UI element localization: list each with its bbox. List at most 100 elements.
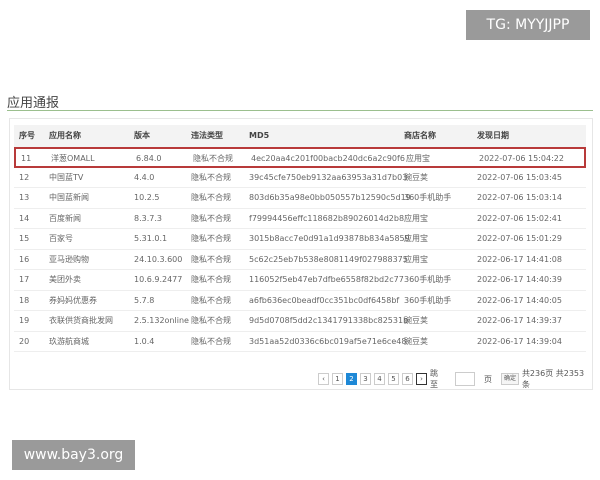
column-header-store-name: 商店名称 [404, 131, 436, 140]
cell-found-date: 2022-07-06 15:03:45 [477, 172, 562, 182]
cell-violation-type: 隐私不合规 [191, 295, 231, 305]
cell-version: 5.31.0.1 [134, 234, 168, 243]
cell-index: 20 [19, 336, 30, 346]
cell-md5: a6fb636ec0beadf0cc351bc0df6458bf [249, 295, 400, 305]
cell-index: 12 [19, 172, 30, 182]
watermark-site: www.bay3.org [12, 440, 135, 470]
jump-page-input[interactable] [454, 372, 475, 386]
cell-md5: 39c45cfe750eb9132aa63953a31d7b03 [249, 172, 408, 182]
table-row: 17 美团外卖 10.6.9.2477 隐私不合规 116052f5eb47eb7dfb… [14, 270, 586, 291]
page-button[interactable]: 3 [360, 373, 371, 385]
cell-app-name: 洋葱OMALL [51, 154, 95, 163]
prev-page-button[interactable]: ‹ [318, 373, 329, 385]
cell-app-name: 美团外卖 [49, 275, 81, 284]
cell-app-name: 亚马逊购物 [49, 254, 89, 264]
cell-app-name: 衣联供货商批发网 [49, 316, 113, 325]
column-header-violation-type: 违法类型 [191, 131, 223, 140]
cell-store-name: 360手机助手 [404, 275, 452, 284]
column-header-app-name: 应用名称 [49, 131, 81, 140]
cell-version: 10.6.9.2477 [134, 275, 183, 284]
cell-md5: 9d5d0708f5dd2c1341791338bc82531b [249, 316, 409, 325]
cell-violation-type: 隐私不合规 [191, 254, 231, 264]
table-row: 16 亚马逊购物 24.10.3.600 隐私不合规 5c62c25eb7b538e80… [14, 250, 586, 270]
page-button[interactable]: 5 [388, 373, 399, 385]
cell-index: 11 [21, 154, 32, 163]
cell-index: 16 [19, 254, 30, 264]
cell-version: 24.10.3.600 [134, 254, 183, 264]
page-unit: 页 [483, 374, 492, 384]
cell-md5: 803d6b35a98e0bb050557b12590c5d19 [249, 193, 411, 202]
page-button[interactable]: 4 [374, 373, 385, 385]
cell-store-name: 应用宝 [404, 213, 428, 223]
column-header-found-date: 发现日期 [477, 131, 509, 140]
cell-found-date: 2022-06-17 14:41:08 [477, 254, 562, 264]
cell-violation-type: 隐私不合规 [191, 213, 231, 223]
cell-found-date: 2022-07-06 15:01:29 [477, 234, 562, 243]
cell-violation-type: 隐私不合规 [193, 154, 233, 163]
table-row: 12 中国蓝TV 4.4.0 隐私不合规 39c45cfe750eb9132aa6395… [14, 168, 586, 188]
cell-md5: 4ec20aa4c201f00bacb240dc6a2c90f6 [251, 154, 405, 163]
cell-md5: 3d51aa52d0336c6bc019af5e71e6ce48 [249, 336, 407, 346]
cell-violation-type: 隐私不合规 [191, 316, 231, 325]
table-row: 11 洋葱OMALL 6.84.0 隐私不合规 4ec20aa4c201f00bacb2… [14, 147, 586, 168]
cell-version: 8.3.7.3 [134, 213, 162, 223]
table-row: 13 中国蓝新闻 10.2.5 隐私不合规 803d6b35a98e0bb050557b… [14, 188, 586, 209]
cell-found-date: 2022-06-17 14:40:39 [477, 275, 562, 284]
next-page-button[interactable]: › [416, 373, 427, 385]
cell-app-name: 百度新闻 [49, 213, 81, 223]
table-row: 20 玖游航商城 1.0.4 隐私不合规 3d51aa52d0336c6bc019af5… [14, 332, 586, 352]
table-row: 15 百家号 5.31.0.1 隐私不合规 3015b8acc7e0d91a1d9387… [14, 229, 586, 250]
cell-store-name: 豌豆荚 [404, 172, 428, 182]
cell-found-date: 2022-07-06 15:02:41 [477, 213, 562, 223]
cell-index: 19 [19, 316, 30, 325]
cell-app-name: 中国蓝TV [49, 172, 84, 182]
cell-store-name: 360手机助手 [404, 193, 452, 202]
cell-index: 13 [19, 193, 30, 202]
column-header-index: 序号 [19, 131, 35, 140]
table-header: 序号 应用名称 版本 违法类型 MD5 商店名称 发现日期 [14, 125, 586, 147]
cell-found-date: 2022-07-06 15:04:22 [479, 154, 564, 163]
cell-violation-type: 隐私不合规 [191, 336, 231, 346]
confirm-button[interactable]: 确定 [500, 373, 519, 385]
title-divider [7, 110, 593, 111]
cell-md5: 5c62c25eb7b538e8081149f027988375 [249, 254, 408, 264]
cell-violation-type: 隐私不合规 [191, 234, 231, 243]
cell-store-name: 豌豆荚 [404, 336, 428, 346]
cell-found-date: 2022-07-06 15:03:14 [477, 193, 562, 202]
cell-md5: f79994456effc118682b89026014d2b8 [249, 213, 405, 223]
page-button[interactable]: 1 [332, 373, 343, 385]
watermark-tg: TG: MYYJJPP [466, 10, 590, 40]
cell-version: 6.84.0 [136, 154, 162, 163]
cell-md5: 116052f5eb47eb7dfbe6558f82bd2c77 [249, 275, 404, 284]
page-title: 应用通报 [7, 96, 60, 111]
page-button[interactable]: 2 [346, 373, 357, 385]
cell-violation-type: 隐私不合规 [191, 275, 231, 284]
column-header-version: 版本 [134, 131, 150, 140]
column-header-md5: MD5 [249, 131, 270, 140]
cell-md5: 3015b8acc7e0d91a1d93878b834a5859 [249, 234, 410, 243]
cell-version: 5.7.8 [134, 295, 155, 305]
cell-app-name: 中国蓝新闻 [49, 193, 89, 202]
cell-app-name: 玖游航商城 [49, 336, 89, 346]
jump-label: 跳至 [430, 369, 438, 389]
cell-violation-type: 隐私不合规 [191, 193, 231, 202]
cell-app-name: 百家号 [49, 234, 73, 243]
cell-app-name: 券妈妈优惠券 [49, 295, 97, 305]
cell-store-name: 应用宝 [404, 254, 428, 264]
cell-violation-type: 隐私不合规 [191, 172, 231, 182]
table-row: 19 衣联供货商批发网 2.5.132online 隐私不合规 9d5d0708f5dd… [14, 311, 586, 332]
cell-store-name: 豌豆荚 [404, 316, 428, 325]
pagination-summary: 共236页 共2353条 [521, 369, 585, 389]
cell-index: 17 [19, 275, 30, 284]
cell-version: 4.4.0 [134, 172, 155, 182]
cell-index: 14 [19, 213, 30, 223]
cell-found-date: 2022-06-17 14:39:37 [477, 316, 562, 325]
cell-index: 18 [19, 295, 30, 305]
cell-store-name: 360手机助手 [404, 295, 452, 305]
cell-found-date: 2022-06-17 14:39:04 [477, 336, 562, 346]
table-row: 18 券妈妈优惠券 5.7.8 隐私不合规 a6fb636ec0beadf0cc351b… [14, 291, 586, 311]
cell-version: 10.2.5 [134, 193, 160, 202]
page-button[interactable]: 6 [402, 373, 413, 385]
cell-version: 2.5.132online [134, 316, 189, 325]
